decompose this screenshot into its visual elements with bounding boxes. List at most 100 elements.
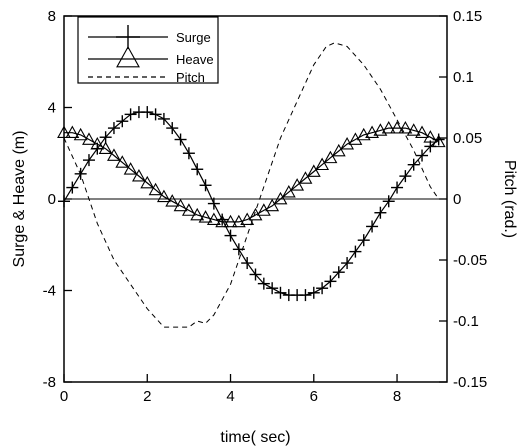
x-axis-label: time( sec) [220, 429, 290, 446]
surge-point [82, 154, 95, 167]
heave-point [390, 120, 404, 134]
surge-point [141, 106, 154, 119]
axis-ticks: 0 2 4 6 8 -8 -4 0 4 8 -0.15 -0.1 -0.05 0 0.05 0.1 0.15 [43, 8, 488, 405]
legend-plus-icon [116, 25, 140, 49]
legend: Surge Heave Pitch [77, 16, 219, 85]
heave-point [82, 132, 96, 145]
surge-point [316, 282, 329, 295]
series-heave [57, 120, 446, 228]
legend-heave-label: Heave [176, 52, 214, 67]
x-tick-label: 8 [393, 388, 401, 405]
heave-point [365, 125, 379, 139]
surge-point [357, 234, 370, 247]
x-tick-label: 0 [60, 388, 68, 405]
y-left-tick-label: -4 [43, 283, 56, 300]
legend-triangle-icon [116, 45, 140, 68]
heave-point [148, 182, 163, 196]
surge-line [63, 111, 440, 296]
legend-pitch-label: Pitch [176, 70, 205, 85]
surge-point [157, 112, 170, 125]
heave-point [431, 134, 446, 148]
heave-point [173, 198, 188, 212]
surge-point [199, 179, 212, 192]
surge-point [174, 133, 187, 146]
heave-point [306, 164, 321, 177]
heave-point [265, 198, 280, 212]
surge-point [224, 229, 237, 242]
legend-box [77, 16, 219, 84]
heave-point [381, 120, 396, 134]
y-right-tick-label: 0.05 [453, 130, 482, 147]
heave-point [123, 162, 138, 175]
surge-point [382, 195, 395, 208]
heave-point [198, 210, 213, 223]
heave-point [206, 212, 221, 225]
surge-point [149, 108, 162, 121]
y-right-tick-label: -0.05 [453, 252, 487, 269]
y-right-tick-label: 0.1 [453, 69, 474, 86]
series-layer [57, 42, 446, 328]
surge-point [349, 245, 362, 258]
heave-point [415, 125, 429, 139]
surge-point [166, 122, 179, 135]
surge-point [366, 220, 379, 233]
y-left-tick-label: 4 [48, 100, 56, 117]
heave-point [65, 125, 80, 139]
heave-point [373, 123, 388, 136]
heave-point [215, 214, 230, 228]
surge-point [241, 257, 254, 270]
surge-point [107, 122, 120, 135]
heave-point [90, 136, 105, 150]
heave-point [398, 120, 413, 134]
y-axis-right-label: Pitch (rad.) [501, 160, 518, 238]
heave-line [64, 127, 439, 223]
surge-point [66, 181, 79, 194]
surge-point [299, 289, 312, 302]
heave-point [181, 203, 196, 216]
pitch-line [63, 42, 440, 328]
surge-point [374, 206, 387, 219]
heave-point [73, 127, 88, 141]
y-axis-left-label: Surge & Heave (m) [11, 131, 28, 268]
surge-point [391, 181, 404, 194]
heave-point [231, 214, 246, 228]
surge-point [232, 243, 245, 256]
y-right-tick-label: 0.15 [453, 8, 482, 25]
heave-point [223, 214, 238, 228]
heave-point [140, 175, 155, 189]
y-right-tick-label: -0.15 [453, 374, 487, 391]
surge-point [416, 149, 429, 162]
series-pitch [63, 42, 440, 328]
surge-point [399, 170, 412, 183]
x-tick-label: 2 [143, 388, 151, 405]
y-right-tick-label: 0 [453, 191, 461, 208]
surge-point [307, 286, 320, 299]
surge-point [124, 108, 137, 121]
legend-surge-label: Surge [176, 30, 211, 45]
surge-point [407, 158, 420, 171]
y-left-tick-label: -8 [43, 374, 56, 391]
heave-point [165, 194, 180, 207]
y-right-tick-label: -0.1 [453, 313, 479, 330]
heave-point [315, 157, 330, 171]
heave-point [406, 123, 421, 136]
surge-point [191, 163, 204, 176]
heave-point [98, 141, 113, 155]
heave-point [107, 148, 121, 161]
heave-point [331, 143, 346, 157]
surge-point [341, 257, 354, 270]
x-tick-label: 4 [226, 388, 234, 405]
surge-point [274, 286, 287, 299]
x-tick-label: 6 [310, 388, 318, 405]
heave-point [115, 155, 130, 168]
surge-point [99, 131, 112, 144]
surge-point [116, 115, 129, 128]
surge-point [182, 147, 195, 160]
heave-point [132, 168, 146, 182]
surge-point [332, 266, 345, 279]
heave-point [356, 127, 371, 141]
heave-point [298, 171, 313, 184]
heave-point [273, 191, 288, 205]
surge-point [249, 268, 262, 281]
